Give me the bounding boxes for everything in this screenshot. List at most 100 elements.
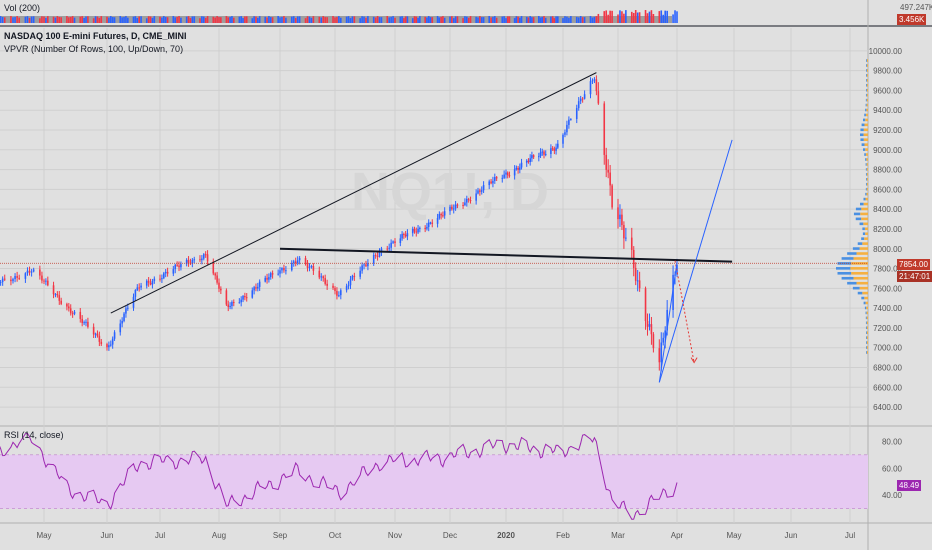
candle-down [266, 277, 268, 280]
volume-bar [646, 13, 649, 23]
volume-bar [666, 10, 668, 23]
volume-bar [466, 16, 468, 23]
vpvr-row-down [861, 207, 868, 211]
volume-bar [255, 16, 257, 23]
volume-bar [191, 16, 194, 23]
candle-up [12, 279, 14, 282]
candle-up [417, 228, 419, 233]
price-tick-label: 6600.00 [873, 383, 902, 392]
vpvr-row-down [853, 276, 868, 280]
volume-bar [603, 11, 606, 23]
vpvr-row-up [865, 341, 867, 344]
candle-up [264, 277, 267, 282]
candle-down [413, 228, 416, 232]
candle-up [345, 286, 348, 291]
candle-up [541, 151, 544, 153]
volume-bar [632, 12, 635, 23]
candle-down [374, 255, 377, 257]
volume-bar [390, 16, 392, 23]
candle-up [193, 259, 196, 261]
volume-bar [312, 16, 315, 23]
candle-up [140, 285, 142, 288]
candle-down [517, 167, 519, 170]
candle-up [1, 278, 4, 283]
volume-bar [644, 10, 647, 23]
candle-up [505, 172, 507, 175]
volume-bar [506, 16, 509, 23]
volume-bar [318, 16, 321, 23]
volume-bar [298, 16, 301, 23]
candle-up [125, 308, 127, 314]
volume-bar [281, 16, 283, 23]
candle-up [231, 302, 233, 307]
volume-bar [283, 16, 285, 23]
vpvr-row-up [865, 173, 867, 176]
rsi-line [0, 432, 678, 520]
vpvr-title: VPVR (Number Of Rows, 100, Up/Down, 70) [4, 44, 184, 54]
volume-bar [494, 16, 496, 23]
vpvr-row-up [865, 163, 867, 166]
volume-bar [39, 18, 41, 23]
volume-bar [361, 16, 363, 23]
candle-up [349, 279, 352, 286]
candle-down [490, 181, 492, 184]
volume-bar [68, 17, 70, 23]
candle-up [593, 79, 596, 81]
vpvr-row-down [866, 336, 868, 339]
volume-bar [204, 17, 207, 23]
volume-bar [121, 17, 123, 23]
volume-bar [56, 16, 59, 23]
volume-bar [264, 16, 267, 23]
vpvr-row-down [866, 346, 868, 349]
volume-bar [372, 16, 375, 23]
volume-bar [593, 16, 596, 23]
volume-bar [229, 16, 231, 23]
vpvr-row-down [866, 168, 868, 171]
vpvr-row-down [860, 212, 868, 216]
rsi-value-badge: 48.49 [897, 480, 922, 491]
candle-up [539, 152, 542, 157]
volume-bar [462, 18, 464, 23]
volume-bar [621, 11, 623, 23]
volume-bar [513, 18, 516, 23]
volume-bar [266, 17, 268, 23]
candle-up [464, 202, 466, 206]
volume-bar [505, 18, 507, 23]
vpvr-row-down [863, 202, 868, 206]
candle-up [123, 313, 125, 321]
vpvr-row-up [857, 291, 863, 295]
volume-bar [544, 17, 547, 23]
vpvr-row-down [856, 252, 868, 255]
vpvr-row-down [866, 93, 868, 97]
volume-bar [83, 17, 85, 23]
vpvr-row-down [865, 118, 868, 122]
volume-bar [623, 13, 625, 23]
volume-bar [399, 16, 402, 23]
candle-up [570, 118, 572, 120]
volume-bar [419, 16, 421, 23]
vpvr-row-up [863, 148, 866, 151]
volume-bar [482, 17, 485, 23]
candle-down [244, 295, 246, 298]
volume-bar [349, 18, 352, 23]
vpvr-row-up [855, 207, 862, 211]
candle-down [469, 200, 472, 202]
candle-up [406, 233, 409, 237]
volume-bar [1, 16, 4, 23]
volume-bar [92, 18, 95, 23]
vpvr-row-down [866, 187, 868, 191]
candle-down [47, 280, 49, 286]
candle-up [557, 143, 559, 148]
vpvr-row-down [866, 64, 868, 67]
volume-bar [294, 18, 297, 23]
vpvr-row-up [847, 252, 857, 255]
candle-down [607, 169, 609, 173]
price-tick-label: 9600.00 [873, 86, 902, 95]
candle-up [577, 101, 580, 109]
candle-up [119, 323, 122, 333]
volume-bar [69, 16, 72, 23]
candle-down [543, 151, 545, 155]
volume-bar [527, 17, 530, 23]
candle-down [81, 318, 83, 323]
vpvr-row-down [862, 242, 868, 245]
